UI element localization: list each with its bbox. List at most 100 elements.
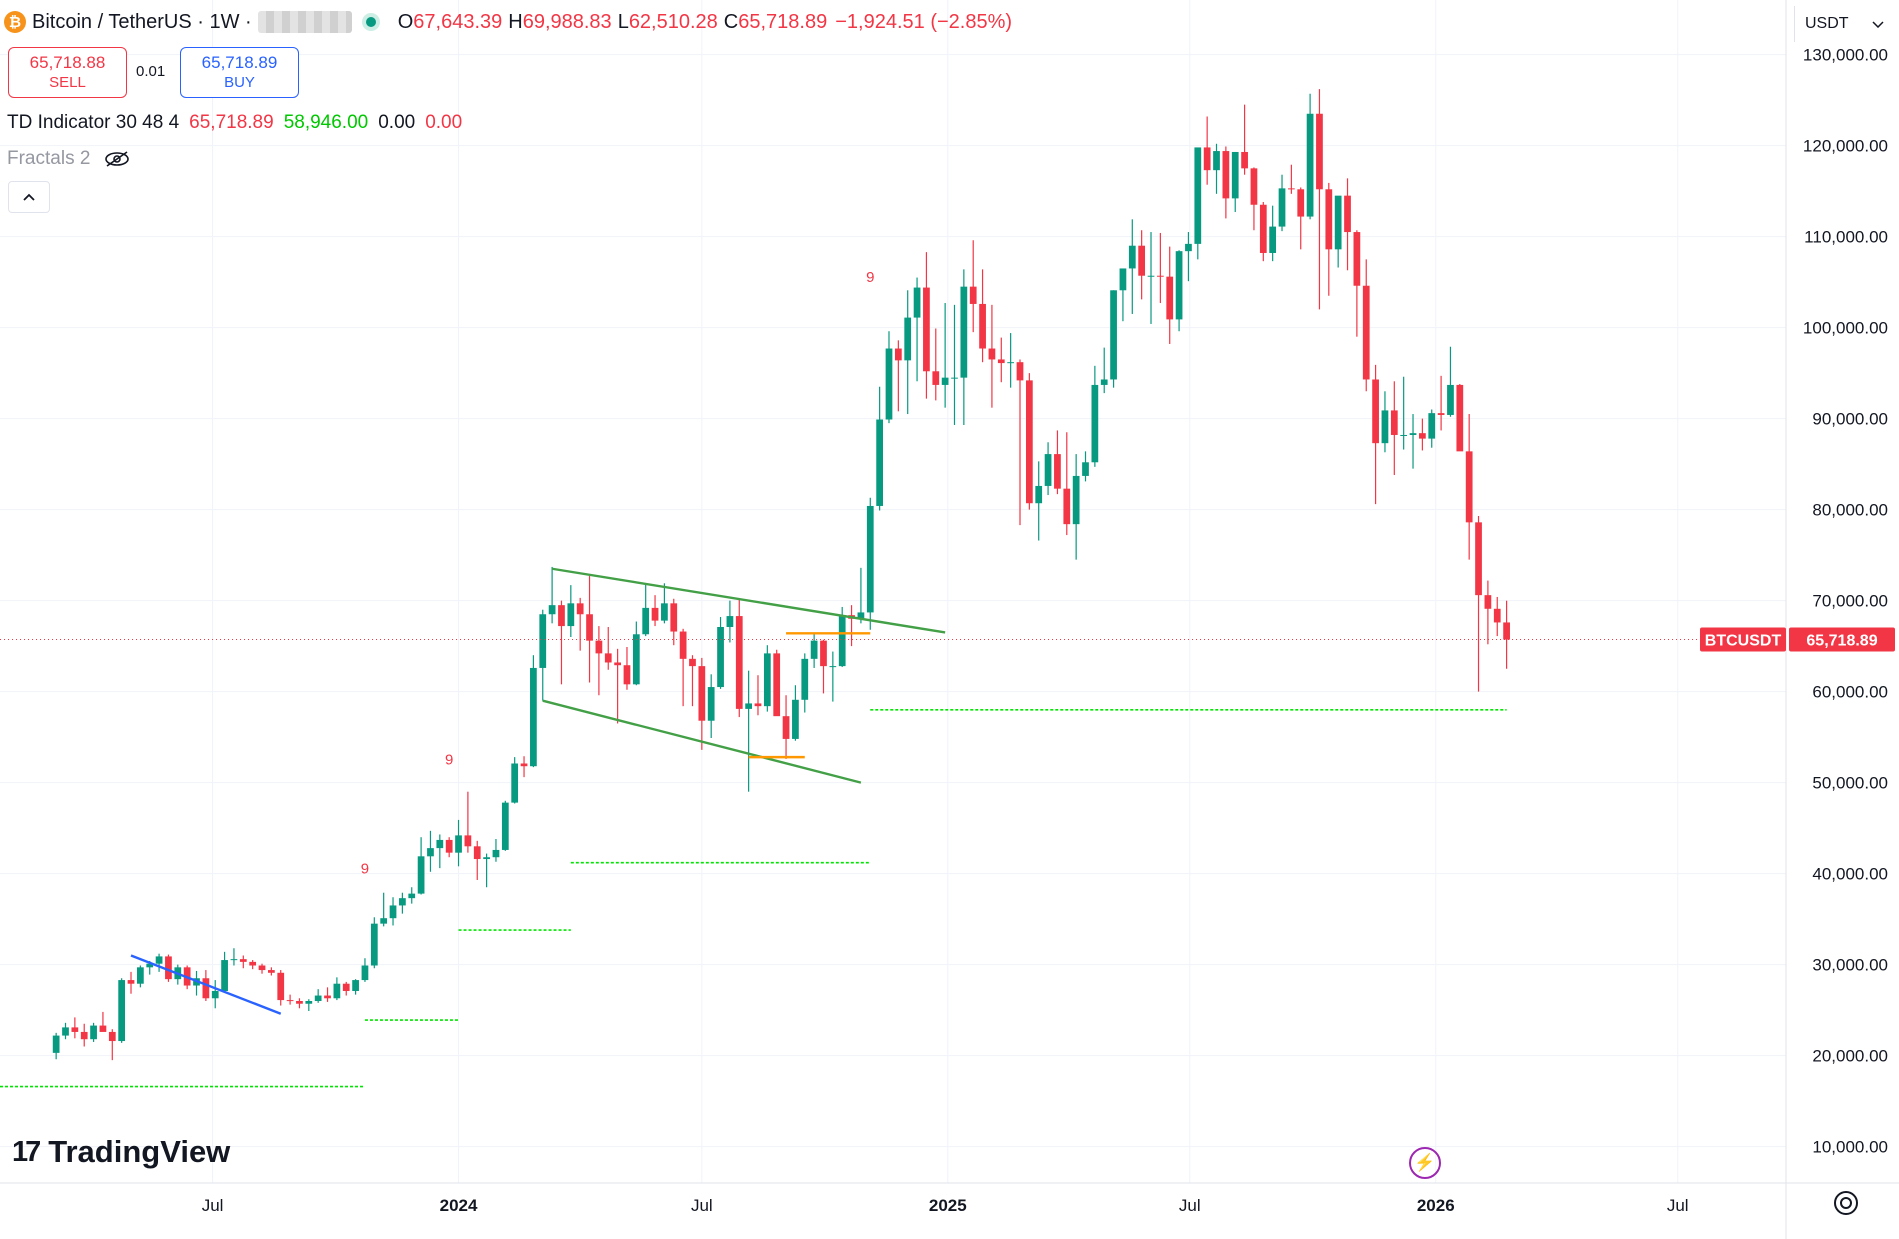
- candle-body: [427, 848, 434, 857]
- y-tick-label: 100,000.00: [1803, 319, 1888, 338]
- y-tick-label: 80,000.00: [1812, 501, 1888, 520]
- candle-body: [1128, 245, 1136, 269]
- candle-body: [670, 603, 678, 632]
- fractals-legend[interactable]: Fractals 2: [7, 148, 130, 170]
- candle-body: [1381, 410, 1389, 444]
- candle-body: [661, 603, 668, 621]
- candle-body: [586, 614, 593, 641]
- y-tick-label: 30,000.00: [1812, 956, 1888, 975]
- price-tag-bg: [1789, 627, 1895, 652]
- candle-body: [960, 286, 968, 378]
- candle-body: [558, 605, 565, 627]
- candle-body: [1119, 268, 1127, 291]
- candle-body: [773, 653, 781, 717]
- candle-body: [249, 961, 257, 966]
- candle-body: [876, 419, 884, 506]
- x-tick-label: Jul: [202, 1196, 224, 1215]
- candle-body: [754, 703, 762, 707]
- candle-body: [1063, 488, 1071, 525]
- change-value: −1,924.51 (−2.85%): [835, 10, 1013, 33]
- candle-body: [1250, 168, 1258, 205]
- candle-body: [614, 662, 621, 666]
- buy-button[interactable]: 65,718.89 BUY: [180, 47, 299, 98]
- candle-body: [80, 1031, 88, 1040]
- lightning-icon[interactable]: ⚡: [1409, 1147, 1441, 1179]
- candle-body: [155, 956, 163, 964]
- candle-body: [286, 1000, 294, 1002]
- candle-body: [473, 846, 481, 860]
- symbol-tag-bg: [1700, 627, 1786, 652]
- candle-body: [1344, 195, 1351, 233]
- candle-body: [324, 995, 331, 999]
- candle-body: [1316, 113, 1323, 190]
- collapse-legend-button[interactable]: [8, 181, 50, 213]
- candle-body: [1390, 410, 1398, 435]
- low-value: 62,510.28: [628, 10, 718, 33]
- candle-body: [679, 631, 687, 659]
- open-value: 67,643.39: [413, 10, 503, 33]
- td-indicator-legend[interactable]: TD Indicator 30 48 4 65,718.89 58,946.00…: [7, 112, 462, 134]
- candle-body: [1222, 151, 1230, 199]
- sell-button[interactable]: 65,718.88 SELL: [8, 47, 127, 98]
- chevron-down-icon: [1872, 21, 1884, 28]
- candle-body: [370, 923, 378, 966]
- candle-body: [632, 634, 640, 685]
- tradingview-logo[interactable]: 17 TradingView: [12, 1134, 230, 1170]
- symbol-title[interactable]: Bitcoin / TetherUS · 1W ·: [32, 10, 252, 33]
- candle-body: [595, 640, 603, 654]
- tradingview-mark-icon: 17: [12, 1135, 41, 1168]
- y-tick-label: 130,000.00: [1803, 46, 1888, 65]
- candle-body: [1147, 275, 1155, 277]
- candle-body: [857, 612, 865, 619]
- candle-body: [988, 348, 996, 360]
- candle-body: [71, 1027, 79, 1032]
- candle-body: [707, 687, 715, 721]
- candle-body: [211, 990, 219, 999]
- settings-gear-icon[interactable]: [1834, 1191, 1858, 1215]
- candle-body: [1306, 113, 1314, 217]
- candle-body: [1091, 384, 1099, 463]
- candle-body: [52, 1035, 60, 1053]
- candle-body: [941, 377, 949, 385]
- candle-body: [445, 839, 453, 853]
- td-sequential-mark: 9: [445, 751, 453, 768]
- candle-body: [735, 616, 743, 709]
- candle-body: [1054, 454, 1061, 489]
- symbol-header: ₿ Bitcoin / TetherUS · 1W · O 67,643.39 H…: [4, 8, 1012, 36]
- candle-body: [1082, 462, 1089, 476]
- high-label: H: [508, 10, 523, 33]
- candle-body: [108, 1031, 116, 1042]
- currency-selector[interactable]: USDT: [1794, 6, 1894, 42]
- eye-hidden-icon[interactable]: [104, 150, 130, 168]
- candle-body: [1007, 362, 1015, 364]
- candle-body: [1372, 379, 1379, 444]
- candle-body: [951, 377, 958, 379]
- candle-body: [1465, 451, 1473, 523]
- x-tick-label: Jul: [691, 1196, 713, 1215]
- td-value-4: 0.00: [425, 112, 463, 133]
- candle-body: [305, 1001, 313, 1004]
- candle-body: [838, 615, 846, 667]
- blurred-exchange: [257, 11, 352, 33]
- market-status-icon: [361, 13, 380, 31]
- candle-body: [511, 763, 519, 803]
- candle-body: [1259, 204, 1267, 253]
- candle-body: [1278, 188, 1286, 227]
- candle-body: [969, 286, 977, 304]
- candle-body: [127, 980, 135, 984]
- candle-body: [904, 317, 912, 361]
- candle-body: [1447, 384, 1454, 415]
- bitcoin-icon: ₿: [4, 11, 26, 33]
- y-tick-label: 10,000.00: [1812, 1138, 1888, 1157]
- candle-body: [296, 1001, 303, 1004]
- spread-value: 0.01: [136, 63, 166, 80]
- buy-price: 65,718.89: [201, 52, 278, 72]
- candle-body: [1072, 475, 1080, 525]
- candle-body: [1241, 151, 1248, 169]
- candle-body: [567, 603, 575, 627]
- candle-body: [1400, 434, 1408, 436]
- candle-body: [698, 666, 706, 721]
- candle-body: [997, 359, 1005, 364]
- candle-body: [745, 703, 752, 709]
